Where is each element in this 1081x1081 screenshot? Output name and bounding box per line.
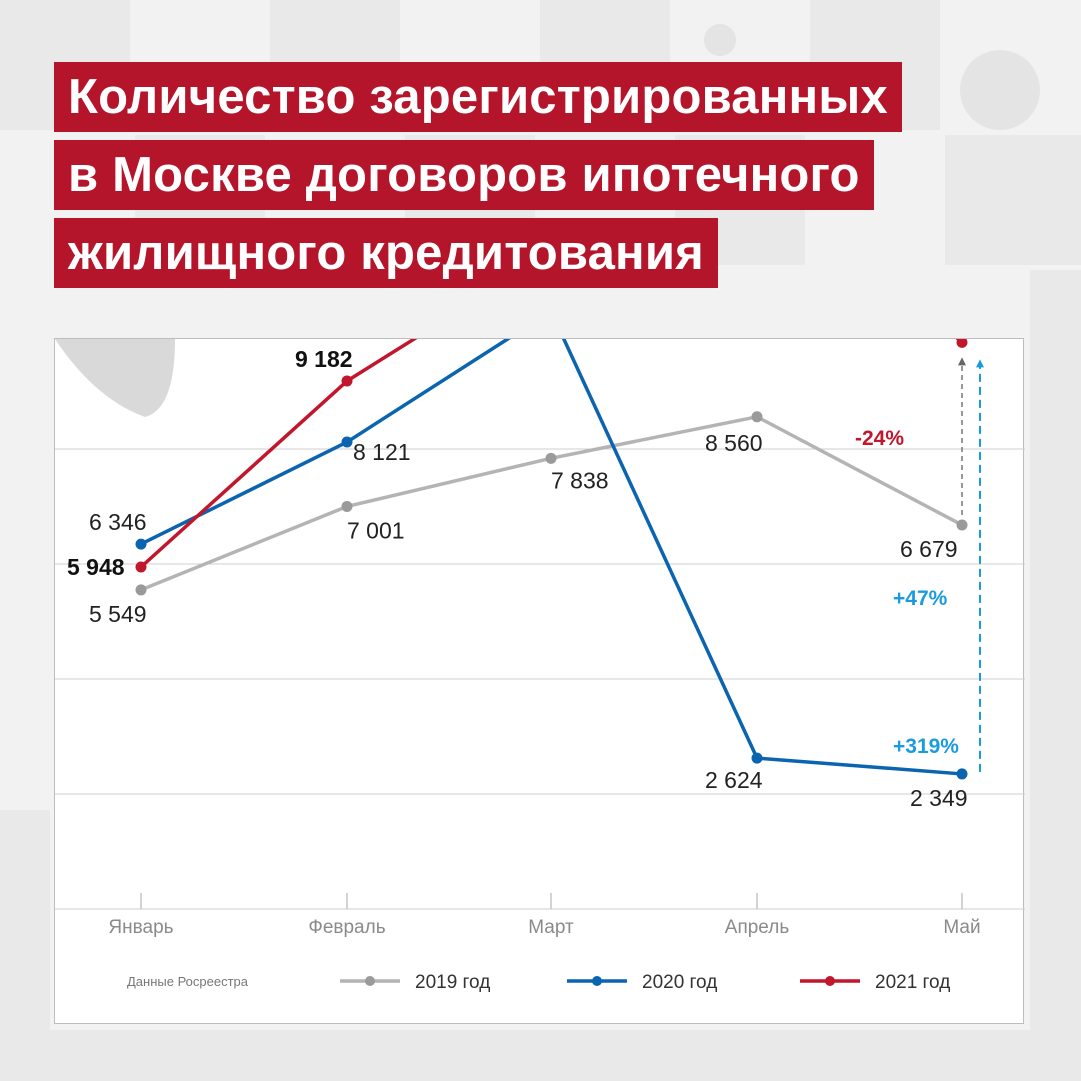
legend-item-2019: 2019 год <box>340 972 490 993</box>
title-line-1: Количество зарегистрированных <box>54 62 902 132</box>
legend-label-2021: 2021 год <box>875 972 950 993</box>
x-tick-label: Май <box>943 917 980 938</box>
annotations: -24% +47% +319% <box>855 427 959 758</box>
legend-label-2020: 2020 год <box>642 972 717 993</box>
x-tick-label: Апрель <box>725 917 790 938</box>
data-point-2021 <box>341 375 353 387</box>
source-note: Данные Росреестра <box>127 974 249 989</box>
x-tick-label: Февраль <box>308 917 385 938</box>
data-label-2019: 7 838 <box>551 467 609 493</box>
title-line-2: в Москве договоров ипотечного <box>54 140 874 210</box>
data-point-2019 <box>341 500 353 512</box>
data-point-2019 <box>956 519 968 531</box>
data-label-2020: 2 349 <box>910 785 968 811</box>
annotation-plus-319: +319% <box>893 735 959 758</box>
data-label-2020: 6 346 <box>89 509 147 535</box>
grid-lines <box>55 448 1025 910</box>
legend: 2019 год 2020 год 2021 год <box>340 972 950 993</box>
data-point-2019 <box>751 411 763 423</box>
data-label-2021: 5 948 <box>67 554 125 580</box>
title-line-3: жилищного кредитования <box>54 218 718 288</box>
data-label-2020: 8 121 <box>353 439 411 465</box>
series-points <box>135 339 968 780</box>
series-line-2021 <box>139 339 964 569</box>
data-point-2020 <box>341 436 353 448</box>
legend-label-2019: 2019 год <box>415 972 490 993</box>
chart-panel: Январь Февраль Март Апрель Май 5 549 7 001 7 8… <box>54 338 1025 1024</box>
legend-item-2021: 2021 год <box>800 972 950 993</box>
data-label-2021: 9 182 <box>295 346 353 372</box>
data-point-2020 <box>956 768 968 780</box>
data-point-2021 <box>135 561 147 573</box>
x-tick-label: Март <box>528 917 574 938</box>
x-tick-label: Январь <box>108 917 173 938</box>
annotation-arrows <box>958 357 984 772</box>
data-label-2019: 6 679 <box>900 536 958 562</box>
data-point-2019 <box>545 452 557 464</box>
data-label-2019: 7 001 <box>347 517 405 543</box>
series-lines <box>139 339 964 776</box>
legend-item-2020: 2020 год <box>567 972 717 993</box>
line-chart: Январь Февраль Март Апрель Май 5 549 7 001 7 8… <box>55 339 1025 993</box>
data-label-2019: 8 560 <box>705 430 763 456</box>
data-point-2020 <box>751 752 763 764</box>
series-line-2020 <box>140 339 963 776</box>
data-label-2020: 2 624 <box>705 767 763 793</box>
data-label-2019: 5 549 <box>89 601 147 627</box>
data-point-2021 <box>956 339 968 348</box>
annotation-minus-24: -24% <box>855 427 904 450</box>
annotation-plus-47: +47% <box>893 587 948 610</box>
x-axis: Январь Февраль Март Апрель Май <box>108 893 981 938</box>
corner-decoration <box>55 339 175 417</box>
data-point-2020 <box>135 538 147 550</box>
data-point-2019 <box>135 584 147 596</box>
